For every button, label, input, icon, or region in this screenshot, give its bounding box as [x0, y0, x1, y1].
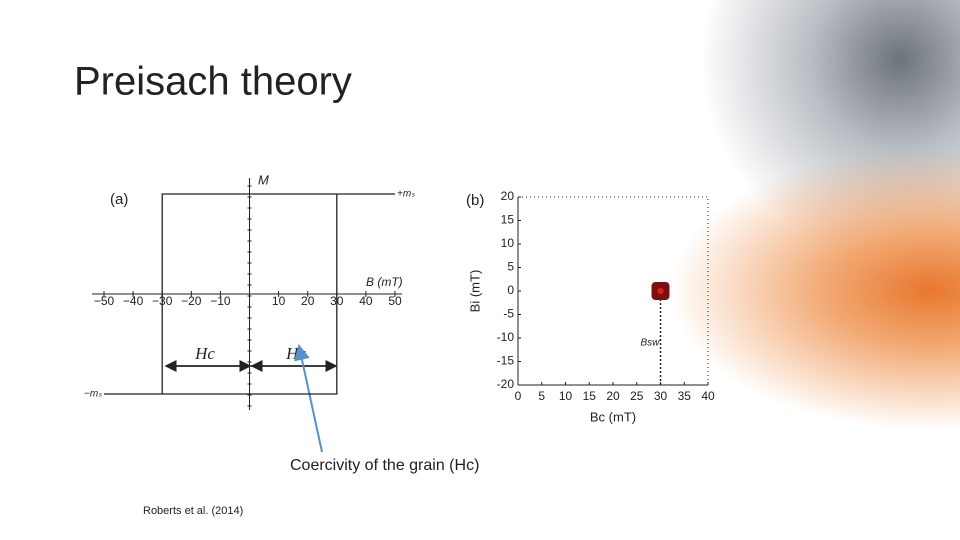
x-tick-label: 0: [515, 389, 522, 403]
point-core: [657, 288, 664, 294]
y-tick-label: -15: [497, 354, 515, 368]
x-tick-label: −50: [94, 294, 115, 308]
x-tick-label: 10: [272, 294, 286, 308]
slide-title: Preisach theory: [74, 60, 352, 104]
x-tick-label: 40: [701, 389, 715, 403]
y-tick-label: 0: [507, 283, 514, 297]
y-tick-label: 10: [501, 236, 515, 250]
y-tick-label: +mₛ: [397, 189, 415, 200]
y-tick-label: -10: [497, 330, 515, 344]
x-tick-label: 10: [559, 389, 573, 403]
x-tick-label: 35: [678, 389, 692, 403]
point-label: Bsw: [641, 338, 661, 349]
loop-line: [104, 193, 395, 395]
hc-label: Hc: [194, 344, 215, 363]
x-axis-label: Bc (mT): [590, 409, 636, 424]
y-tick-label: 15: [501, 213, 515, 227]
hc-label: Hc: [285, 344, 306, 363]
x-tick-label: 5: [538, 389, 545, 403]
x-tick-label: 20: [606, 389, 620, 403]
y-tick-label: 20: [501, 189, 515, 203]
x-tick-label: 15: [583, 389, 597, 403]
x-tick-label: 20: [301, 294, 315, 308]
annotation: Coercivity of the grain (Hc): [290, 457, 479, 474]
x-tick-label: 30: [654, 389, 668, 403]
y-tick-label: -5: [503, 307, 514, 321]
y-axis-label: Bi (mT): [467, 270, 482, 313]
citation: Roberts et al. (2014): [143, 505, 243, 517]
x-tick-label: −10: [210, 294, 231, 308]
panel-title: (b): [466, 192, 484, 209]
pointer-arrow: [294, 344, 323, 453]
x-tick-label: −40: [123, 294, 144, 308]
y-tick-label: -20: [497, 377, 515, 391]
x-tick-label: 25: [630, 389, 644, 403]
y-tick-label: 5: [507, 260, 514, 274]
y-axis-label: M: [258, 172, 269, 187]
plot-frame: [517, 196, 709, 386]
x-axis-label: B (mT): [366, 275, 403, 289]
panel-title: (a): [110, 191, 128, 208]
y-tick-label: −mₛ: [84, 389, 102, 400]
x-tick-label: 50: [388, 294, 402, 308]
x-tick-label: −20: [181, 294, 202, 308]
x-tick-label: 40: [359, 294, 373, 308]
